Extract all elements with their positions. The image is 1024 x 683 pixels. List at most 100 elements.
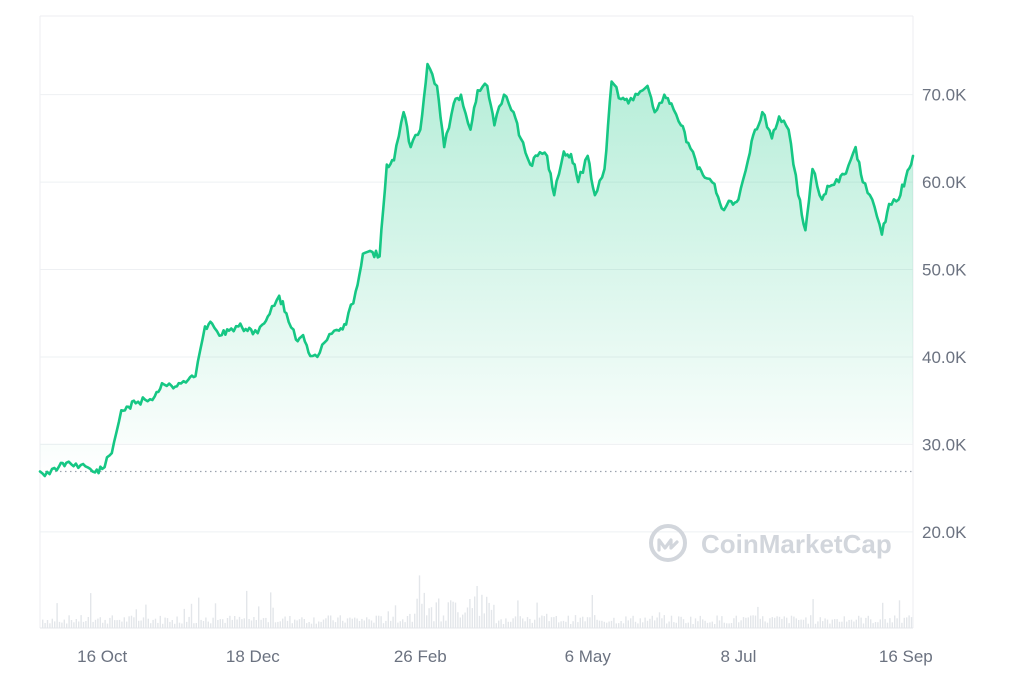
volume-bar xyxy=(570,624,572,628)
volume-bar xyxy=(222,619,224,628)
volume-bar xyxy=(406,616,409,628)
volume-bar xyxy=(169,621,171,628)
x-tick-label: 8 Jul xyxy=(720,647,756,666)
volume-bar xyxy=(882,602,884,628)
volume-bar xyxy=(73,622,75,628)
volume-bar xyxy=(632,615,634,628)
volume-bar xyxy=(370,620,373,628)
volume-bar xyxy=(342,620,344,628)
volume-bar xyxy=(70,620,73,628)
volume-bar xyxy=(78,621,80,628)
volume-bar xyxy=(387,611,389,628)
volume-bar xyxy=(754,615,757,628)
volume-bar xyxy=(824,618,826,628)
volume-bar xyxy=(207,621,209,628)
volume-bar xyxy=(867,615,869,628)
volume-bar xyxy=(214,603,217,628)
volume-bar xyxy=(121,621,123,628)
volume-bar xyxy=(829,623,831,628)
volume-bar xyxy=(682,619,685,628)
volume-bar xyxy=(524,621,526,628)
volume-bar xyxy=(277,621,279,628)
volume-bar xyxy=(382,623,385,628)
volume-bar xyxy=(759,618,761,628)
volume-bar xyxy=(651,615,653,628)
volume-bar xyxy=(781,618,783,628)
volume-bar xyxy=(234,616,236,628)
volume-bar xyxy=(445,620,447,628)
volume-bar xyxy=(579,617,581,628)
volume-bar xyxy=(498,620,500,628)
volume-bar xyxy=(51,618,53,628)
volume-bar xyxy=(438,598,440,628)
volume-bar xyxy=(447,602,449,628)
volume-bar xyxy=(560,621,562,628)
volume-bar xyxy=(591,595,593,628)
volume-bar xyxy=(574,615,577,628)
volume-bar xyxy=(716,615,718,628)
volume-bar xyxy=(538,617,541,628)
volume-bar xyxy=(349,617,351,628)
volume-bar xyxy=(742,617,745,628)
volume-bar xyxy=(865,617,867,628)
volume-bar xyxy=(598,620,601,628)
x-tick-label: 16 Sep xyxy=(879,647,933,666)
x-tick-label: 26 Feb xyxy=(394,647,447,666)
volume-bar xyxy=(668,621,670,628)
volume-bar xyxy=(414,613,416,628)
volume-bar xyxy=(594,615,596,628)
volume-bar xyxy=(334,622,337,628)
volume-bar xyxy=(733,618,735,628)
volume-bar xyxy=(272,607,274,628)
volume-bar xyxy=(452,601,454,628)
volume-bar xyxy=(466,607,469,628)
volume-bar xyxy=(853,621,855,628)
volume-bar xyxy=(723,622,725,628)
y-axis-labels: 70.0K 60.0K 50.0K 40.0K 30.0K 20.0K xyxy=(922,86,967,542)
volume-bar xyxy=(354,617,356,628)
volume-bar xyxy=(140,620,142,628)
volume-bar xyxy=(296,620,298,628)
volume-bar xyxy=(699,615,701,628)
volume-bar xyxy=(481,594,483,628)
volume-bar xyxy=(798,620,800,628)
volume-bar xyxy=(526,617,529,628)
volume-bar xyxy=(409,613,411,628)
volume-bar xyxy=(210,623,212,628)
volume-bar xyxy=(87,617,89,628)
volume-bar xyxy=(44,623,46,628)
volume-bar xyxy=(56,603,58,628)
y-tick-label: 50.0K xyxy=(922,261,967,280)
volume-bar xyxy=(178,622,181,628)
volume-bar xyxy=(63,619,65,628)
volume-bar xyxy=(318,621,320,628)
volume-bar xyxy=(486,596,488,628)
volume-bar xyxy=(860,617,862,628)
volume-bar xyxy=(697,621,699,628)
volume-bar xyxy=(666,623,668,628)
volume-bar xyxy=(774,617,776,628)
volume-bar xyxy=(46,620,49,628)
volume-bar xyxy=(224,622,226,628)
volume-bar xyxy=(517,600,519,628)
volume-bar xyxy=(884,619,886,628)
volume-bar xyxy=(656,617,658,628)
volume-bar xyxy=(555,616,557,628)
volume-bar xyxy=(97,618,99,628)
volume-bar xyxy=(745,617,747,628)
volume-bar xyxy=(54,621,56,628)
volume-bar xyxy=(102,622,104,628)
volume-bar xyxy=(421,603,423,628)
volume-bar xyxy=(786,617,788,628)
volume-bar xyxy=(718,620,721,628)
volume-bar xyxy=(630,618,632,628)
volume-bar xyxy=(392,616,394,628)
volume-bar xyxy=(130,615,133,628)
volume-bar xyxy=(217,620,219,628)
volume-bar xyxy=(291,623,293,628)
volume-bar xyxy=(613,617,615,628)
volume-bar xyxy=(690,616,692,628)
volume-bar xyxy=(512,618,514,628)
volume-bar xyxy=(488,602,490,628)
